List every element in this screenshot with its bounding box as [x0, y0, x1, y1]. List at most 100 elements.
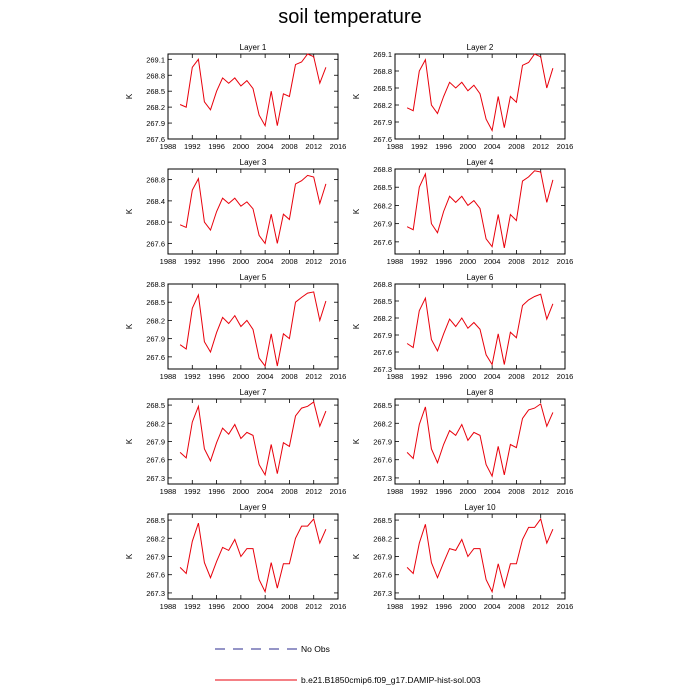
plot-frame [394, 168, 566, 255]
y-tick-label: 267.6 [373, 571, 392, 580]
y-axis-label: K [352, 438, 361, 444]
x-tick-label: 1992 [411, 142, 428, 151]
panel-title: Layer 3 [240, 158, 267, 167]
y-axis-label: K [125, 438, 134, 444]
x-tick-label: 2004 [484, 372, 501, 381]
x-tick-label: 2000 [233, 372, 250, 381]
y-tick-label: 267.9 [373, 220, 392, 229]
x-tick-label: 2008 [281, 257, 298, 266]
y-tick-label: 267.6 [373, 456, 392, 465]
y-tick-label: 267.3 [146, 589, 165, 598]
x-tick-label: 2000 [460, 257, 477, 266]
y-tick-label: 268.5 [146, 87, 165, 96]
x-tick-label: 2000 [233, 602, 250, 611]
panel-layer-3: Layer 3 267.6 268.0 268.4 268.8 1988 1992 1996 2… [125, 158, 346, 266]
plot-frame [167, 283, 339, 370]
y-tick-label: 267.3 [146, 474, 165, 483]
y-tick-label: 268.2 [146, 534, 165, 543]
series-line [179, 517, 327, 594]
y-tick-label: 267.9 [146, 335, 165, 344]
panel-layer-7: Layer 7 267.3 267.6 267.9 268.2 268.5 1988 1992… [125, 388, 346, 496]
x-tick-label: 2012 [305, 602, 322, 611]
x-tick-label: 1992 [411, 602, 428, 611]
y-axis-label: K [352, 93, 361, 99]
y-axis-label: K [125, 208, 134, 214]
x-tick-label: 1988 [160, 487, 177, 496]
y-axis-label: K [352, 323, 361, 329]
x-tick-label: 2012 [532, 372, 549, 381]
x-tick-label: 2004 [484, 257, 501, 266]
y-tick-label: 267.3 [373, 589, 392, 598]
x-tick-label: 2016 [330, 142, 347, 151]
x-tick-label: 2008 [508, 487, 525, 496]
panel-layer-5: Layer 5 267.6 267.9 268.2 268.5 268.8 1988 1992… [125, 273, 346, 381]
x-tick-label: 1992 [184, 257, 201, 266]
y-tick-label: 267.9 [373, 331, 392, 340]
x-tick-label: 1988 [160, 602, 177, 611]
x-tick-label: 1992 [184, 142, 201, 151]
legend-label-obs: No Obs [301, 644, 330, 654]
x-tick-label: 2016 [557, 487, 574, 496]
x-tick-label: 2000 [233, 142, 250, 151]
panel-title: Layer 6 [467, 273, 494, 282]
y-tick-label: 268.5 [146, 516, 165, 525]
legend-label-model: b.e21.B1850cmip6.f09_g17.DAMIP-hist-sol.… [301, 675, 481, 685]
x-tick-label: 1988 [387, 487, 404, 496]
y-tick-label: 268.2 [373, 314, 392, 323]
x-tick-label: 2012 [532, 257, 549, 266]
x-tick-label: 1996 [208, 602, 225, 611]
y-axis-label: K [352, 553, 361, 559]
x-tick-label: 2016 [557, 372, 574, 381]
y-tick-label: 268.8 [146, 176, 165, 185]
plot-frame [394, 283, 566, 370]
plot-frame [167, 398, 339, 485]
plot-frame [167, 53, 339, 140]
y-tick-label: 268.5 [373, 516, 392, 525]
x-tick-label: 1988 [387, 257, 404, 266]
x-tick-label: 1992 [184, 372, 201, 381]
series-line [406, 293, 554, 366]
y-tick-label: 268.8 [373, 67, 392, 76]
x-tick-label: 2012 [305, 257, 322, 266]
y-tick-label: 267.6 [146, 239, 165, 248]
x-tick-label: 1996 [435, 142, 452, 151]
y-tick-label: 268.0 [146, 218, 165, 227]
panel-layer-6: Layer 6 267.3 267.6 267.9 268.2 268.5 268.8 198… [352, 273, 573, 381]
panel-title: Layer 9 [240, 503, 267, 512]
x-tick-label: 1996 [435, 257, 452, 266]
y-tick-label: 269.1 [146, 55, 165, 64]
x-tick-label: 2008 [508, 257, 525, 266]
x-tick-label: 2016 [330, 487, 347, 496]
panel-title: Layer 8 [467, 388, 494, 397]
chart-grid: Layer 1 267.6 267.9 268.2 268.5 268.8 269.1 198… [125, 43, 574, 611]
x-tick-label: 1992 [411, 372, 428, 381]
y-tick-label: 267.6 [146, 571, 165, 580]
page-title: soil temperature [278, 6, 422, 28]
x-tick-label: 2000 [460, 487, 477, 496]
x-tick-label: 2016 [330, 257, 347, 266]
plot-frame [167, 513, 339, 600]
x-tick-label: 1996 [435, 487, 452, 496]
plot-frame [167, 168, 339, 255]
x-tick-label: 2008 [508, 142, 525, 151]
y-tick-label: 267.9 [146, 438, 165, 447]
y-tick-label: 267.9 [146, 553, 165, 562]
x-tick-label: 2012 [532, 602, 549, 611]
x-tick-label: 1996 [208, 372, 225, 381]
panel-title: Layer 7 [240, 388, 267, 397]
x-tick-label: 2012 [305, 487, 322, 496]
y-tick-label: 268.5 [146, 401, 165, 410]
x-tick-label: 1992 [184, 602, 201, 611]
x-tick-label: 2008 [508, 372, 525, 381]
x-tick-label: 2000 [233, 487, 250, 496]
x-tick-label: 1988 [387, 602, 404, 611]
y-tick-label: 268.2 [373, 101, 392, 110]
y-tick-label: 267.9 [373, 553, 392, 562]
panel-layer-10: Layer 10 267.3 267.6 267.9 268.2 268.5 1988 199… [352, 503, 573, 611]
panel-layer-4: Layer 4 267.6 267.9 268.2 268.5 268.8 1988 1992… [352, 158, 573, 266]
series-line [406, 517, 554, 594]
x-tick-label: 2012 [305, 372, 322, 381]
panel-title: Layer 5 [240, 273, 267, 282]
x-tick-label: 2008 [281, 372, 298, 381]
x-tick-label: 2004 [484, 487, 501, 496]
